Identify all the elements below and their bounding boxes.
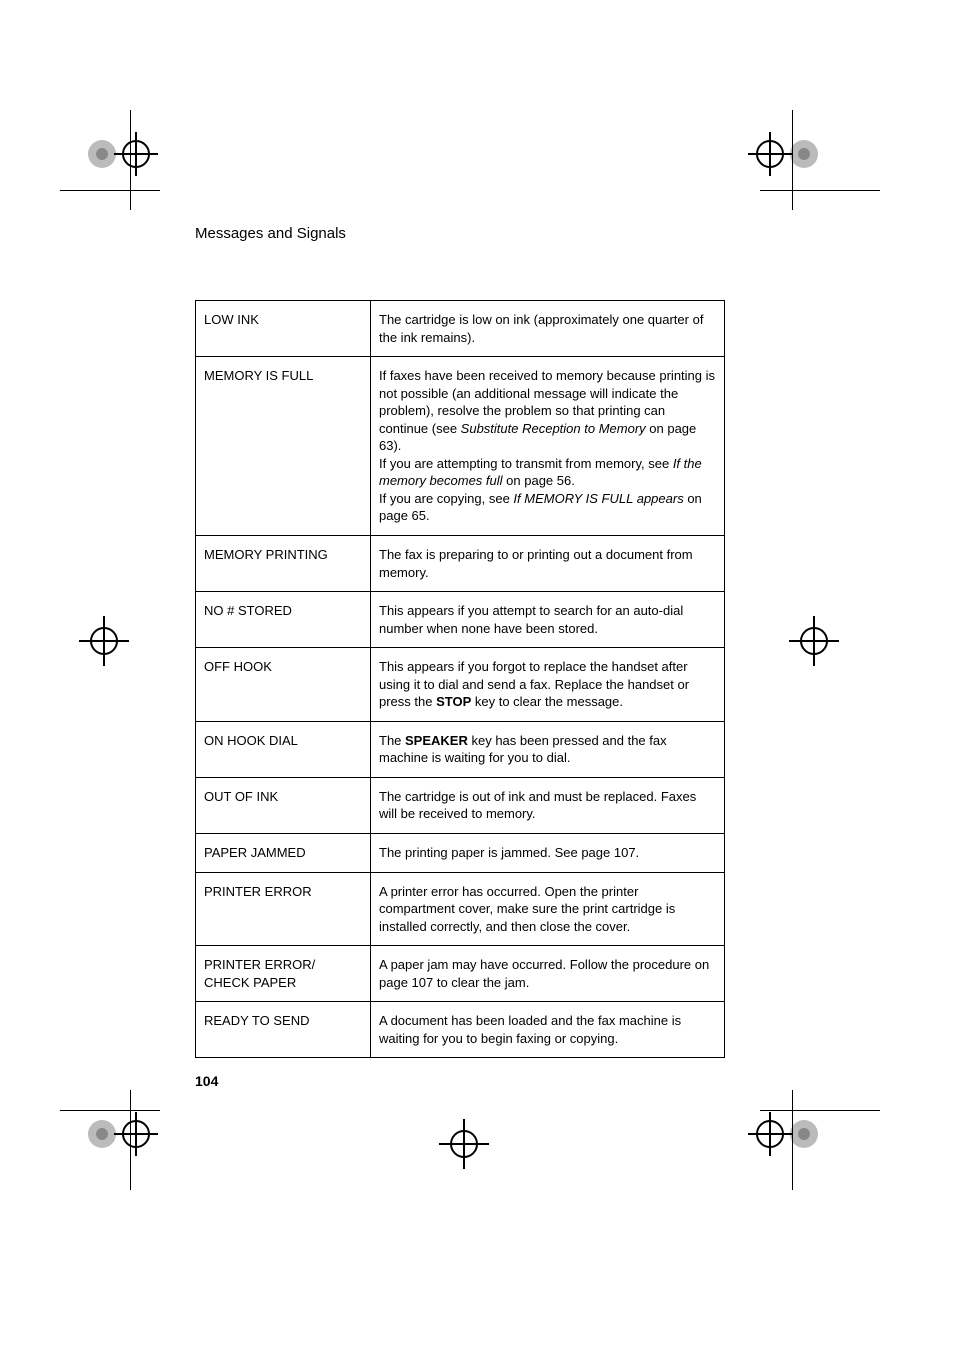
message-label: PRINTER ERROR <box>196 872 371 946</box>
crop-mark-bottom-left <box>88 1120 156 1148</box>
message-description: The fax is preparing to or printing out … <box>371 536 725 592</box>
crop-line <box>130 1090 131 1190</box>
crop-line <box>60 1110 160 1111</box>
crop-mark-mid-left <box>90 627 118 655</box>
table-row: MEMORY IS FULLIf faxes have been receive… <box>196 357 725 536</box>
message-label: MEMORY PRINTING <box>196 536 371 592</box>
message-description: The printing paper is jammed. See page 1… <box>371 834 725 873</box>
message-description: If faxes have been received to memory be… <box>371 357 725 536</box>
table-row: READY TO SENDA document has been loaded … <box>196 1002 725 1058</box>
message-label: OUT OF INK <box>196 777 371 833</box>
message-description: This appears if you forgot to replace th… <box>371 648 725 722</box>
message-label: NO # STORED <box>196 592 371 648</box>
table-row: OFF HOOKThis appears if you forgot to re… <box>196 648 725 722</box>
message-label: OFF HOOK <box>196 648 371 722</box>
table-row: PRINTER ERRORA printer error has occurre… <box>196 872 725 946</box>
crop-mark-bottom-right <box>750 1120 818 1148</box>
table-row: PRINTER ERROR/CHECK PAPERA paper jam may… <box>196 946 725 1002</box>
message-description: A paper jam may have occurred. Follow th… <box>371 946 725 1002</box>
table-row: LOW INKThe cartridge is low on ink (appr… <box>196 301 725 357</box>
section-title: Messages and Signals <box>195 225 725 242</box>
message-label: MEMORY IS FULL <box>196 357 371 536</box>
crop-mark-top-right <box>750 140 818 168</box>
crop-line <box>792 1090 793 1190</box>
crop-mark-bottom-center <box>450 1130 478 1158</box>
messages-table: LOW INKThe cartridge is low on ink (appr… <box>195 300 725 1058</box>
message-description: The SPEAKER key has been pressed and the… <box>371 721 725 777</box>
message-label: PAPER JAMMED <box>196 834 371 873</box>
message-label: PRINTER ERROR/CHECK PAPER <box>196 946 371 1002</box>
message-label: READY TO SEND <box>196 1002 371 1058</box>
crop-line <box>792 110 793 210</box>
table-row: PAPER JAMMEDThe printing paper is jammed… <box>196 834 725 873</box>
crop-line <box>760 1110 880 1111</box>
page-number: 104 <box>195 1073 218 1089</box>
message-label: LOW INK <box>196 301 371 357</box>
table-row: ON HOOK DIALThe SPEAKER key has been pre… <box>196 721 725 777</box>
message-description: The cartridge is out of ink and must be … <box>371 777 725 833</box>
message-description: This appears if you attempt to search fo… <box>371 592 725 648</box>
table-row: MEMORY PRINTINGThe fax is preparing to o… <box>196 536 725 592</box>
crop-line <box>130 110 131 210</box>
crop-mark-mid-right <box>800 627 828 655</box>
table-row: OUT OF INKThe cartridge is out of ink an… <box>196 777 725 833</box>
message-description: A document has been loaded and the fax m… <box>371 1002 725 1058</box>
message-description: The cartridge is low on ink (approximate… <box>371 301 725 357</box>
message-description: A printer error has occurred. Open the p… <box>371 872 725 946</box>
table-row: NO # STOREDThis appears if you attempt t… <box>196 592 725 648</box>
crop-line <box>760 190 880 191</box>
page-content: Messages and Signals LOW INKThe cartridg… <box>195 225 725 1058</box>
crop-mark-top-left <box>88 140 156 168</box>
crop-line <box>60 190 160 191</box>
message-label: ON HOOK DIAL <box>196 721 371 777</box>
